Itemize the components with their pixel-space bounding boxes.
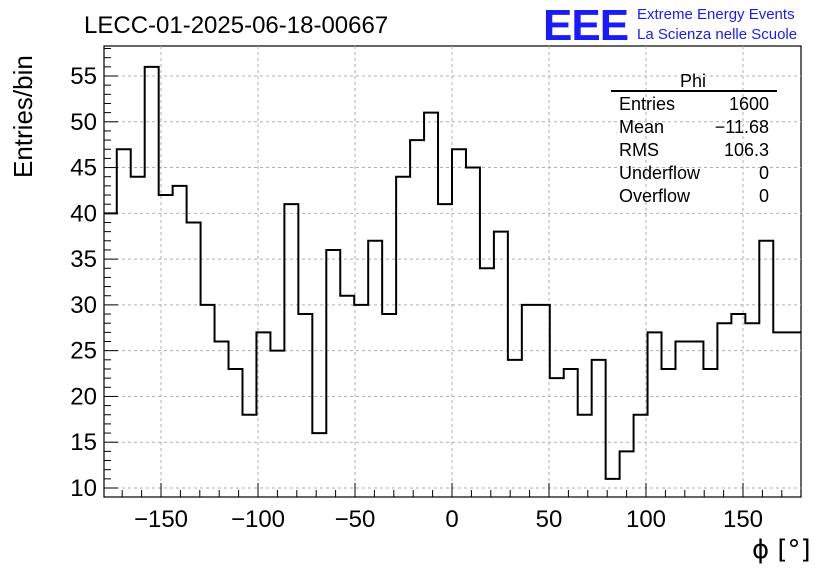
histogram-bin [298,314,312,497]
x-tick-label: −100 [231,506,285,533]
histogram-bin [759,241,773,497]
histogram-bin [564,369,578,497]
histogram-bin [536,305,550,497]
histogram-bin [438,204,452,497]
eee-logo: EEE Extreme Energy Events La Scienza nel… [543,1,797,50]
histogram-bin [745,323,759,497]
histogram-bin [117,149,131,497]
histogram-bin [620,451,634,497]
histogram-bin [578,415,592,497]
histogram-bin [312,433,326,497]
histogram-bin [634,415,648,497]
histogram-bin [410,140,424,497]
y-axis-title: Entries/bin [8,55,38,178]
histogram-bin [550,378,564,497]
histogram-bin [592,360,606,497]
stats-row-value: 1600 [729,94,769,114]
y-tick-label: 45 [70,155,97,182]
stats-row-label: Entries [619,94,675,114]
histogram-bin [187,222,201,497]
histogram-bin [382,314,396,497]
histogram-bin [173,186,187,497]
histogram-bin [773,332,787,497]
histogram-bin [466,168,480,497]
y-tick-label: 20 [70,383,97,410]
histogram-bin [424,113,438,497]
histogram-bin [340,296,354,497]
tick-labels: −150 −100 −50 0 50 100 150 10 15 20 25 30 35 40 45 50 55 [70,63,763,533]
y-tick-label: 15 [70,429,97,456]
histogram-bin [731,314,745,497]
histogram-bin [787,332,801,497]
x-tick-label: −150 [134,506,188,533]
y-tick-label: 50 [70,109,97,136]
x-tick-label: 150 [723,506,763,533]
stats-row-value: 106.3 [724,140,769,160]
histogram-bin [131,177,145,497]
chart-title: LECC-01-2025-06-18-00667 [84,12,388,39]
histogram-bin [480,268,494,497]
x-tick-label: 0 [445,506,458,533]
histogram-bin [284,204,298,497]
histogram-bin [648,332,662,497]
histogram-bin [368,241,382,497]
histogram-bin [606,479,620,497]
histogram-bin [270,351,284,497]
x-tick-label: 100 [626,506,666,533]
y-tick-label: 40 [70,200,97,227]
histogram-bin [703,369,717,497]
stats-row-value: 0 [759,186,769,206]
stats-row-value: −11.68 [715,117,769,137]
histogram-bin [396,177,410,497]
stats-rows: Entries 1600 Mean −11.68 RMS 106.3 Underflow 0 O… [619,94,769,206]
histogram-bin [242,415,256,497]
histogram-bin [452,149,466,497]
org-name-line1: Extreme Energy Events [637,6,795,23]
histogram-bin [522,305,536,497]
histogram-bin [104,213,117,497]
histogram-bin [326,250,340,497]
stats-row-label: Mean [619,117,664,137]
x-axis-title: ϕ [°] [752,535,811,565]
stats-row-label: Overflow [619,186,691,206]
y-tick-label: 30 [70,292,97,319]
histogram-bin [229,369,243,497]
stats-row-label: RMS [619,140,659,160]
histogram-bin [354,305,368,497]
histogram-bin [215,342,229,497]
histogram-bin [508,360,522,497]
histogram-bin [256,332,270,497]
y-tick-label: 35 [70,246,97,273]
y-tick-label: 55 [70,63,97,90]
axis-ticks [104,48,783,497]
x-tick-label: −50 [335,506,376,533]
histogram-bin [494,232,508,497]
stats-row-value: 0 [759,163,769,183]
y-tick-label: 10 [70,475,97,502]
x-tick-label: 50 [536,506,563,533]
histogram-bin [159,195,173,497]
eee-logo-text: EEE [543,1,628,50]
histogram-bin [662,369,676,497]
histogram-bin [689,342,703,497]
stats-box: Phi Entries 1600 Mean −11.68 RMS 106.3 Underfl… [611,71,777,206]
histogram-bin [675,342,689,497]
y-tick-label: 25 [70,338,97,365]
histogram-bin [717,323,731,497]
histogram-bin [201,305,215,497]
org-name-line2: La Scienza nelle Scuole [637,26,797,43]
histogram-bin [145,67,159,497]
histogram-outline [104,65,801,480]
stats-row-label: Underflow [619,163,701,183]
stats-title: Phi [680,71,706,91]
